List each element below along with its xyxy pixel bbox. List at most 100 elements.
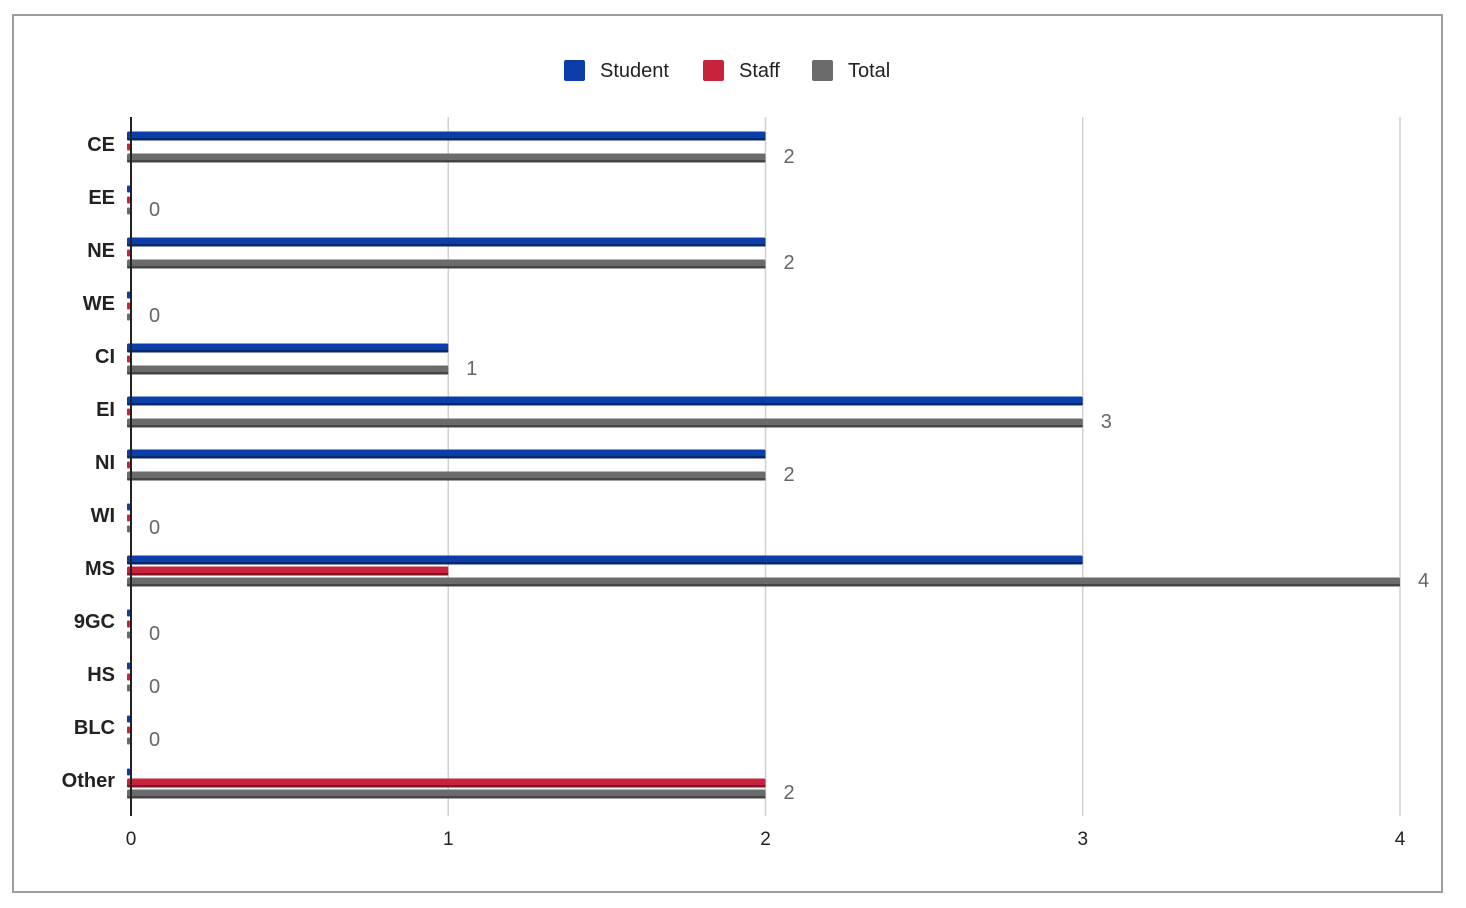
- bar-stub: [127, 673, 130, 681]
- bar-stub: [127, 503, 130, 511]
- bar-fill: [127, 778, 766, 788]
- bar-staff: [127, 461, 130, 469]
- bar-stub: [127, 207, 130, 215]
- bar-fill: [127, 471, 766, 481]
- bar-shadow: [127, 785, 766, 788]
- bar-stub: [127, 249, 130, 257]
- bar-student: [127, 449, 766, 459]
- bar-staff: [127, 355, 130, 363]
- data-label: 2: [784, 146, 795, 168]
- bar-stub: [127, 631, 130, 639]
- bar-stub: [127, 185, 130, 193]
- bar-fill: [127, 449, 766, 459]
- bar-stub: [127, 355, 130, 363]
- data-label: 4: [1418, 570, 1429, 592]
- bar-student: [127, 715, 130, 723]
- bar-stub: [127, 143, 130, 151]
- bar-fill: [127, 365, 449, 375]
- bar-shadow: [127, 350, 449, 353]
- bar-stub: [127, 768, 130, 776]
- bar-fill: [127, 555, 1083, 565]
- bar-total: [127, 631, 130, 639]
- bar-stub: [127, 461, 130, 469]
- bar-fill: [127, 789, 766, 799]
- bar-total: [127, 207, 130, 215]
- bar-shadow: [127, 372, 449, 375]
- bar-staff: [127, 514, 130, 522]
- bar-staff: [127, 302, 130, 310]
- data-label: 0: [149, 623, 160, 645]
- bar-fill: [127, 418, 1083, 428]
- bar-total: [127, 259, 766, 269]
- category-label: WI: [91, 505, 115, 527]
- category-label: 9GC: [74, 611, 115, 633]
- bar-shadow: [127, 244, 766, 247]
- bar-total: [127, 737, 130, 745]
- bar-staff: [127, 249, 130, 257]
- bar-total: [127, 525, 130, 533]
- bar-student: [127, 555, 1083, 565]
- data-label: 0: [149, 305, 160, 327]
- bar-student: [127, 185, 130, 193]
- data-label: 1: [466, 358, 477, 380]
- legend-item-student: Student: [564, 60, 669, 82]
- bar-fill: [127, 153, 766, 163]
- category-label: CE: [87, 134, 115, 156]
- bar-stub: [127, 525, 130, 533]
- labels: 0 1 2 3 4 CE 2 EE 0 NE 2 WE 0 CI 1 EI 3 NI 2 WI 0 MS 4 9GC 0 HS 0 B…: [62, 134, 1429, 850]
- bar-student: [127, 662, 130, 670]
- category-label: HS: [87, 664, 115, 686]
- data-label: 0: [149, 676, 160, 698]
- bar-stub: [127, 291, 130, 299]
- bar-stub: [127, 609, 130, 617]
- data-label: 2: [784, 464, 795, 486]
- bar-shadow: [127, 266, 766, 269]
- bar-stub: [127, 726, 130, 734]
- bar-stub: [127, 684, 130, 692]
- bar-staff: [127, 673, 130, 681]
- x-tick-label: 3: [1077, 829, 1088, 850]
- bar-staff: [127, 726, 130, 734]
- legend-label: Student: [600, 60, 669, 82]
- legend-item-staff: Staff: [703, 60, 780, 82]
- legend-swatch: [703, 60, 724, 81]
- bar-fill: [127, 343, 449, 353]
- bar-shadow: [127, 573, 449, 576]
- bar-stub: [127, 514, 130, 522]
- bar-total: [127, 153, 766, 163]
- bar-staff: [127, 566, 449, 576]
- bar-student: [127, 291, 130, 299]
- data-label: 2: [784, 252, 795, 274]
- x-tick-label: 1: [443, 829, 454, 850]
- bar-stub: [127, 620, 130, 628]
- category-label: Other: [62, 770, 116, 792]
- bar-student: [127, 343, 449, 353]
- bar-shadow: [127, 478, 766, 481]
- data-label: 0: [149, 199, 160, 221]
- bar-shadow: [127, 403, 1083, 406]
- x-tick-label: 4: [1395, 829, 1406, 850]
- x-tick-label: 2: [760, 829, 771, 850]
- bar-total: [127, 471, 766, 481]
- legend-swatch: [812, 60, 833, 81]
- bars: [127, 131, 1400, 799]
- bar-staff: [127, 196, 130, 204]
- bar-fill: [127, 131, 766, 141]
- bar-total: [127, 365, 449, 375]
- bar-stub: [127, 408, 130, 416]
- legend-label: Total: [848, 60, 890, 82]
- bar-shadow: [127, 138, 766, 141]
- bar-shadow: [127, 456, 766, 459]
- bar-student: [127, 768, 130, 776]
- category-label: BLC: [74, 717, 115, 739]
- bar-fill: [127, 259, 766, 269]
- bar-stub: [127, 737, 130, 745]
- bar-student: [127, 131, 766, 141]
- bar-total: [127, 577, 1400, 587]
- bar-fill: [127, 237, 766, 247]
- bar-total: [127, 418, 1083, 428]
- bar-shadow: [127, 584, 1400, 587]
- category-label: MS: [85, 558, 115, 580]
- legend-swatch: [564, 60, 585, 81]
